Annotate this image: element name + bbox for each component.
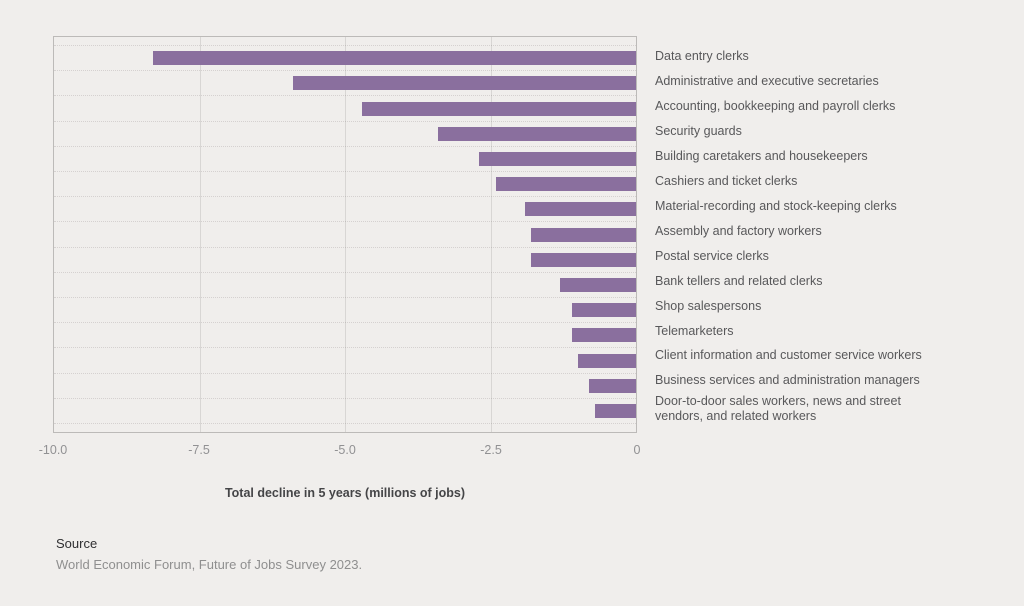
gridline: [490, 37, 492, 432]
category-row: Business services and administration man…: [655, 369, 955, 394]
bar: [496, 177, 636, 192]
category-row: Assembly and factory workers: [655, 219, 955, 244]
x-tick-label: -10.0: [38, 443, 68, 457]
bar-row: [54, 374, 636, 399]
bar: [571, 328, 636, 343]
bar-row: [54, 323, 636, 349]
bar-row: [54, 45, 636, 72]
bar-row: [54, 96, 636, 122]
category-label: Client information and customer service …: [655, 348, 922, 363]
bar-row: [54, 399, 636, 425]
category-row: Door-to-door sales workers, news and str…: [655, 394, 955, 425]
category-row: Material-recording and stock-keeping cle…: [655, 194, 955, 219]
bar: [478, 151, 636, 166]
category-row: Cashiers and ticket clerks: [655, 169, 955, 194]
bar-row: [54, 147, 636, 173]
bar: [595, 403, 636, 418]
category-label: Bank tellers and related clerks: [655, 273, 823, 288]
bar-row: [54, 197, 636, 223]
category-row: Postal service clerks: [655, 244, 955, 269]
bar: [152, 51, 636, 66]
bar: [531, 227, 636, 242]
bar: [292, 76, 636, 91]
category-label: Material-recording and stock-keeping cle…: [655, 198, 897, 213]
category-label: Accounting, bookkeeping and payroll cler…: [655, 98, 896, 113]
category-row: Telemarketers: [655, 319, 955, 344]
category-label: Door-to-door sales workers, news and str…: [655, 393, 901, 424]
category-row: Security guards: [655, 119, 955, 144]
bar-row: [54, 122, 636, 147]
x-axis-tick-labels: -10.0 -7.5 -5.0 -2.5 0: [39, 443, 641, 459]
x-tick-label: 0: [633, 443, 641, 457]
bar: [438, 126, 636, 141]
bar: [525, 202, 636, 217]
category-row: Accounting, bookkeeping and payroll cler…: [655, 94, 955, 119]
category-row: Building caretakers and housekeepers: [655, 144, 955, 169]
source-text: World Economic Forum, Future of Jobs Sur…: [56, 557, 363, 572]
category-row: Bank tellers and related clerks: [655, 269, 955, 294]
category-label: Assembly and factory workers: [655, 223, 822, 238]
bar-row: [54, 348, 636, 374]
x-tick-label: -5.0: [334, 443, 356, 457]
bar: [531, 252, 636, 267]
category-label: Building caretakers and housekeepers: [655, 148, 868, 163]
bar: [560, 277, 636, 292]
category-label: Shop salespersons: [655, 298, 762, 313]
category-label: Business services and administration man…: [655, 373, 920, 388]
x-tick-label: -7.5: [188, 443, 210, 457]
category-row: Data entry clerks: [655, 44, 955, 69]
category-labels-column: Data entry clerks Administrative and exec…: [655, 36, 955, 433]
bar-row: [54, 71, 636, 97]
x-axis-title: Total decline in 5 years (millions of jo…: [224, 486, 466, 500]
category-row: Administrative and executive secretaries: [655, 69, 955, 94]
bar-rows: [54, 37, 636, 432]
category-label: Security guards: [655, 123, 742, 138]
category-label: Cashiers and ticket clerks: [655, 173, 798, 188]
bar: [571, 303, 636, 318]
bar-row: [54, 298, 636, 324]
bar-row: [54, 172, 636, 198]
category-label: Administrative and executive secretaries: [655, 73, 879, 88]
x-tick-label: -2.5: [480, 443, 502, 457]
category-row: Shop salespersons: [655, 294, 955, 319]
bar-row: [54, 248, 636, 273]
bar-row: [54, 222, 636, 248]
bar: [589, 378, 636, 393]
bar: [362, 101, 636, 116]
category-row: Client information and customer service …: [655, 344, 955, 369]
bar: [577, 353, 636, 368]
gridline: [199, 37, 201, 432]
gridline: [345, 37, 346, 432]
source-heading: Source: [56, 536, 98, 551]
category-label: Postal service clerks: [655, 248, 769, 263]
category-label: Telemarketers: [655, 323, 734, 338]
category-label: Data entry clerks: [655, 48, 749, 63]
bar-row: [54, 273, 636, 299]
plot-area: [53, 36, 637, 433]
